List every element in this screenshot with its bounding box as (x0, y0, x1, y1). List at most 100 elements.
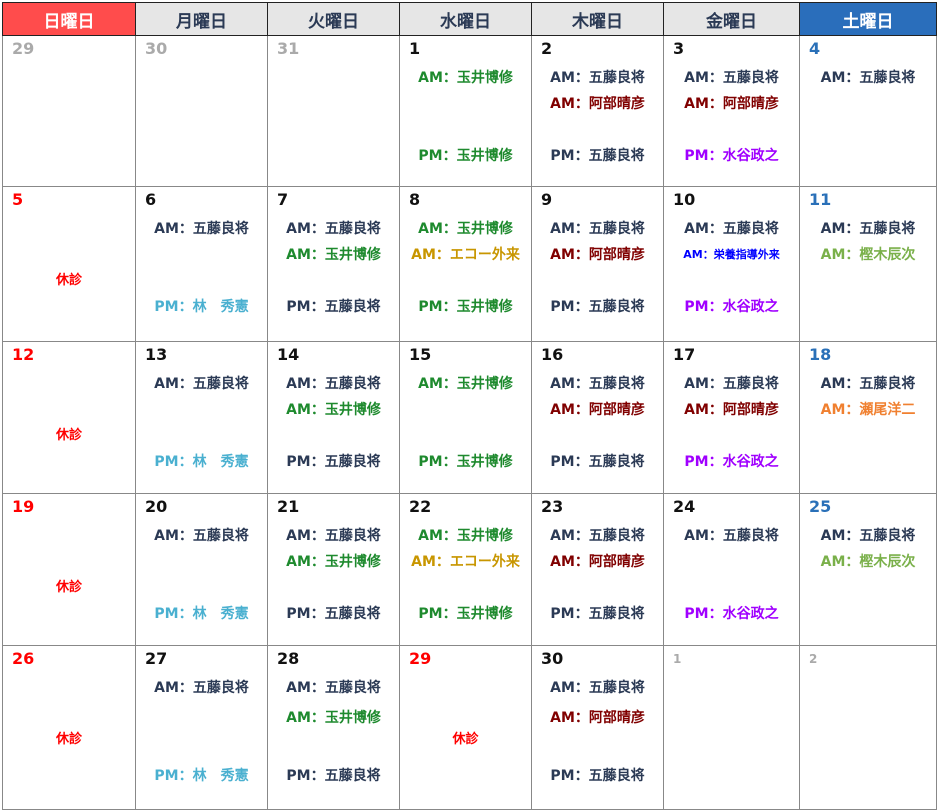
pm-doctor-entry: PM：林 秀憲 (154, 299, 249, 315)
pm-doctor-entry: PM：五藤良将 (286, 606, 381, 622)
day-cell[interactable]: 21 AM：五藤良将 AM：玉井博修 PM：五藤良将 (267, 493, 400, 646)
day-number: 17 (673, 345, 696, 364)
day-cell[interactable]: 27 AM：五藤良将 PM：林 秀憲 (135, 645, 268, 810)
am-doctor-entry: AM：栄養指導外来 (683, 248, 780, 261)
day-number: 29 (409, 649, 432, 668)
day-cell[interactable]: 5 休診 (2, 186, 136, 342)
am-doctor-entry: AM：阿部晴彦 (550, 554, 645, 570)
am-doctor-entry: AM：五藤良将 (684, 70, 779, 86)
day-cell[interactable]: 14 AM：五藤良将 AM：玉井博修 PM：五藤良将 (267, 341, 400, 494)
pm-doctor-entry: PM：五藤良将 (550, 454, 645, 470)
day-number: 19 (12, 497, 35, 516)
weekday-header: 月曜日 (135, 2, 268, 36)
pm-doctor-entry: PM：玉井博修 (418, 454, 513, 470)
day-cell[interactable]: 30 (135, 35, 268, 187)
pm-doctor-entry: PM：五藤良将 (286, 454, 381, 470)
day-number: 24 (673, 497, 696, 516)
day-cell[interactable]: 9 AM：五藤良将 AM：阿部晴彦 PM：五藤良将 (531, 186, 664, 342)
closed-label: 休診 (55, 428, 82, 443)
am-doctor-entry: AM：瀬尾洋二 (820, 402, 916, 418)
closed-label: 休診 (55, 273, 82, 288)
day-cell[interactable]: 2 (799, 645, 937, 810)
am-doctor-entry: AM：玉井博修 (286, 554, 381, 570)
am-doctor-entry: AM：阿部晴彦 (684, 96, 779, 112)
am-doctor-entry: AM：エコー外来 (411, 554, 520, 570)
day-cell[interactable]: 11 AM：五藤良将 AM：樫木辰次 (799, 186, 937, 342)
am-doctor-entry: AM：五藤良将 (820, 70, 916, 86)
pm-doctor-entry: PM：林 秀憲 (154, 606, 249, 622)
day-number: 28 (277, 649, 300, 668)
day-number: 30 (541, 649, 564, 668)
am-doctor-entry: AM：阿部晴彦 (550, 710, 645, 726)
day-cell[interactable]: 1 AM：玉井博修 PM：玉井博修 (399, 35, 532, 187)
pm-doctor-entry: PM：玉井博修 (418, 606, 513, 622)
day-cell[interactable]: 7 AM：五藤良将 AM：玉井博修 PM：五藤良将 (267, 186, 400, 342)
am-doctor-entry: AM：五藤良将 (550, 70, 645, 86)
day-number: 3 (673, 39, 685, 58)
day-cell[interactable]: 24 AM：五藤良将 PM：水谷政之 (663, 493, 800, 646)
day-cell[interactable]: 18 AM：五藤良将 AM：瀬尾洋二 (799, 341, 937, 494)
day-cell[interactable]: 20 AM：五藤良将 PM：林 秀憲 (135, 493, 268, 646)
weekday-header: 火曜日 (267, 2, 400, 36)
day-number: 25 (809, 497, 832, 516)
day-cell[interactable]: 28 AM：五藤良将 AM：玉井博修 PM：五藤良将 (267, 645, 400, 810)
pm-doctor-entry: PM：玉井博修 (418, 148, 513, 164)
day-number: 4 (809, 39, 821, 58)
day-cell[interactable]: 4 AM：五藤良将 (799, 35, 937, 187)
am-doctor-entry: AM：阿部晴彦 (550, 402, 645, 418)
day-cell[interactable]: 17 AM：五藤良将 AM：阿部晴彦 PM：水谷政之 (663, 341, 800, 494)
am-doctor-entry: AM：玉井博修 (418, 70, 513, 86)
pm-doctor-entry: PM：水谷政之 (684, 606, 779, 622)
am-doctor-entry: AM：阿部晴彦 (684, 402, 779, 418)
am-doctor-entry: AM：樫木辰次 (820, 554, 916, 570)
day-cell[interactable]: 1 (663, 645, 800, 810)
day-cell[interactable]: 30 AM：五藤良将 AM：阿部晴彦 PM：五藤良将 (531, 645, 664, 810)
day-number: 18 (809, 345, 832, 364)
day-number: 9 (541, 190, 553, 209)
day-cell[interactable]: 19 休診 (2, 493, 136, 646)
week-row: 19 休診 20 AM：五藤良将 PM：林 秀憲 21 AM：五藤良将 AM：玉井博修 PM：五… (2, 493, 937, 646)
week-row: 12 休診 13 AM：五藤良将 PM：林 秀憲 14 AM：五藤良将 AM：玉井博修 PM：五… (2, 341, 937, 494)
am-doctor-entry: AM：五藤良将 (286, 680, 381, 696)
day-cell[interactable]: 26 休診 (2, 645, 136, 810)
day-cell[interactable]: 23 AM：五藤良将 AM：阿部晴彦 PM：五藤良将 (531, 493, 664, 646)
am-doctor-entry: AM：エコー外来 (411, 247, 520, 263)
am-doctor-entry: AM：玉井博修 (418, 376, 513, 392)
day-cell[interactable]: 31 (267, 35, 400, 187)
closed-label: 休診 (55, 580, 82, 595)
am-doctor-entry: AM：五藤良将 (684, 376, 779, 392)
day-number: 5 (12, 190, 24, 209)
day-cell[interactable]: 3 AM：五藤良将 AM：阿部晴彦 PM：水谷政之 (663, 35, 800, 187)
day-number: 23 (541, 497, 564, 516)
weekday-header: 水曜日 (399, 2, 532, 36)
day-cell[interactable]: 16 AM：五藤良将 AM：阿部晴彦 PM：五藤良将 (531, 341, 664, 494)
day-number: 22 (409, 497, 432, 516)
pm-doctor-entry: PM：五藤良将 (550, 148, 645, 164)
week-row: 5 休診 6 AM：五藤良将 PM：林 秀憲 7 AM：五藤良将 AM：玉井博修 PM：五藤良将… (2, 186, 937, 342)
day-cell[interactable]: 13 AM：五藤良将 PM：林 秀憲 (135, 341, 268, 494)
week-row: 26 休診 27 AM：五藤良将 PM：林 秀憲 28 AM：五藤良将 AM：玉井博修 PM：五… (2, 645, 937, 810)
day-cell[interactable]: 22 AM：玉井博修 AM：エコー外来 PM：玉井博修 (399, 493, 532, 646)
weekday-header: 土曜日 (799, 2, 937, 36)
weekday-header-row: 日曜日 月曜日 火曜日 水曜日 木曜日 金曜日 土曜日 (2, 2, 937, 36)
am-doctor-entry: AM：五藤良将 (286, 528, 381, 544)
day-cell[interactable]: 12 休診 (2, 341, 136, 494)
am-doctor-entry: AM：五藤良将 (550, 680, 645, 696)
day-cell[interactable]: 6 AM：五藤良将 PM：林 秀憲 (135, 186, 268, 342)
am-doctor-entry: AM：玉井博修 (286, 710, 381, 726)
am-doctor-entry: AM：五藤良将 (154, 221, 249, 237)
day-cell[interactable]: 29 (2, 35, 136, 187)
day-cell[interactable]: 25 AM：五藤良将 AM：樫木辰次 (799, 493, 937, 646)
day-cell[interactable]: 2 AM：五藤良将 AM：阿部晴彦 PM：五藤良将 (531, 35, 664, 187)
am-doctor-entry: AM：玉井博修 (286, 402, 381, 418)
day-cell[interactable]: 8 AM：玉井博修 AM：エコー外来 PM：玉井博修 (399, 186, 532, 342)
day-number: 2 (809, 652, 818, 666)
pm-doctor-entry: PM：五藤良将 (286, 768, 381, 784)
day-cell[interactable]: 29 休診 (399, 645, 532, 810)
am-doctor-entry: AM：阿部晴彦 (550, 96, 645, 112)
day-cell[interactable]: 10 AM：五藤良将 AM：栄養指導外来 PM：水谷政之 (663, 186, 800, 342)
day-cell[interactable]: 15 AM：玉井博修 PM：玉井博修 (399, 341, 532, 494)
day-number: 10 (673, 190, 696, 209)
